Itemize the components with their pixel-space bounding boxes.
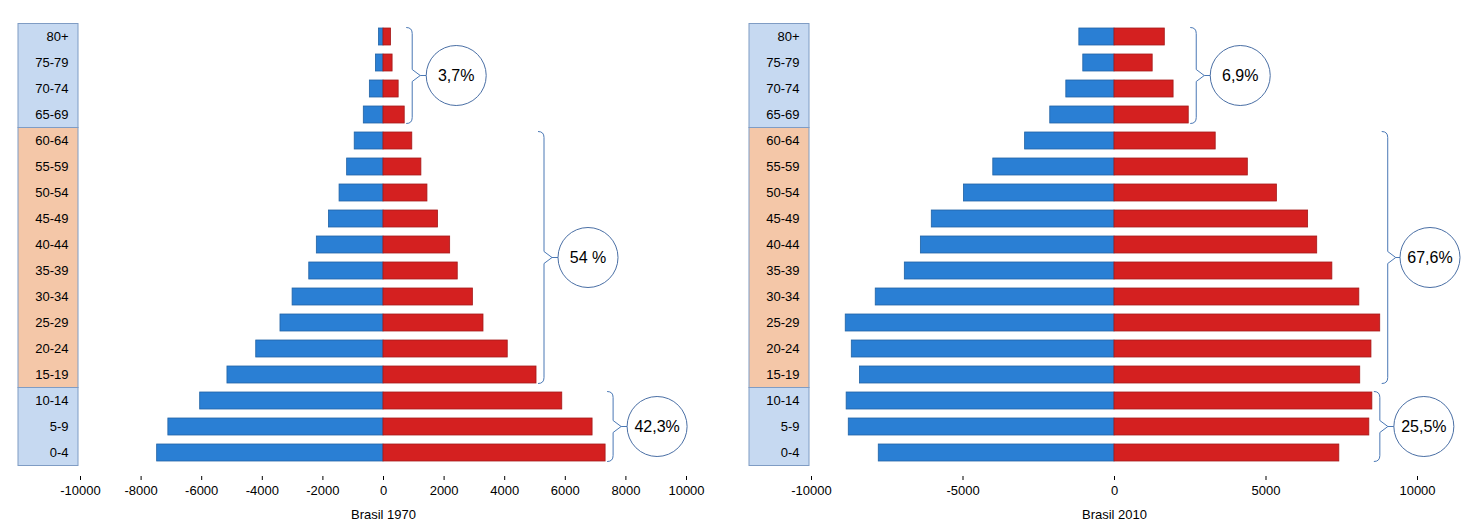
- svg-text:42,3%: 42,3%: [634, 418, 679, 435]
- svg-text:Brasil 2010: Brasil 2010: [1082, 507, 1147, 522]
- svg-text:35-39: 35-39: [35, 263, 68, 278]
- svg-text:Brasil 1970: Brasil 1970: [351, 507, 416, 522]
- svg-text:-5000: -5000: [946, 483, 979, 498]
- svg-text:6,9%: 6,9%: [1222, 67, 1258, 84]
- svg-text:35-39: 35-39: [766, 263, 799, 278]
- svg-text:-8000: -8000: [124, 483, 157, 498]
- svg-text:8000: 8000: [611, 483, 640, 498]
- svg-text:2000: 2000: [430, 483, 459, 498]
- svg-text:40-44: 40-44: [766, 237, 799, 252]
- svg-text:65-69: 65-69: [35, 107, 68, 122]
- svg-text:20-24: 20-24: [766, 341, 799, 356]
- svg-text:60-64: 60-64: [35, 133, 68, 148]
- svg-text:80+: 80+: [46, 29, 68, 44]
- svg-text:-6000: -6000: [185, 483, 218, 498]
- svg-text:70-74: 70-74: [35, 81, 68, 96]
- svg-text:5-9: 5-9: [50, 419, 69, 434]
- svg-text:10000: 10000: [1399, 483, 1435, 498]
- svg-text:55-59: 55-59: [35, 159, 68, 174]
- svg-text:10-14: 10-14: [35, 393, 68, 408]
- svg-text:-10000: -10000: [791, 483, 831, 498]
- svg-text:60-64: 60-64: [766, 133, 799, 148]
- svg-text:-4000: -4000: [246, 483, 279, 498]
- svg-text:5000: 5000: [1252, 483, 1281, 498]
- svg-text:-10000: -10000: [60, 483, 100, 498]
- svg-text:20-24: 20-24: [35, 341, 68, 356]
- svg-text:5-9: 5-9: [781, 419, 800, 434]
- svg-text:65-69: 65-69: [766, 107, 799, 122]
- svg-text:50-54: 50-54: [766, 185, 799, 200]
- svg-text:40-44: 40-44: [35, 237, 68, 252]
- svg-text:45-49: 45-49: [35, 211, 68, 226]
- svg-text:25-29: 25-29: [766, 315, 799, 330]
- svg-text:0: 0: [1111, 483, 1118, 498]
- svg-text:0: 0: [380, 483, 387, 498]
- svg-text:10-14: 10-14: [766, 393, 799, 408]
- svg-text:30-34: 30-34: [766, 289, 799, 304]
- svg-text:75-79: 75-79: [766, 55, 799, 70]
- svg-text:67,6%: 67,6%: [1407, 249, 1452, 266]
- svg-text:0-4: 0-4: [50, 445, 69, 460]
- svg-text:10000: 10000: [668, 483, 704, 498]
- svg-text:-2000: -2000: [306, 483, 339, 498]
- svg-text:50-54: 50-54: [35, 185, 68, 200]
- svg-text:30-34: 30-34: [35, 289, 68, 304]
- svg-text:15-19: 15-19: [35, 367, 68, 382]
- svg-text:4000: 4000: [490, 483, 519, 498]
- svg-text:25,5%: 25,5%: [1401, 418, 1446, 435]
- svg-text:45-49: 45-49: [766, 211, 799, 226]
- svg-text:0-4: 0-4: [781, 445, 800, 460]
- svg-text:15-19: 15-19: [766, 367, 799, 382]
- svg-text:80+: 80+: [777, 29, 799, 44]
- svg-text:6000: 6000: [551, 483, 580, 498]
- svg-text:54 %: 54 %: [570, 249, 606, 266]
- svg-text:70-74: 70-74: [766, 81, 799, 96]
- svg-text:3,7%: 3,7%: [438, 67, 474, 84]
- svg-text:75-79: 75-79: [35, 55, 68, 70]
- svg-text:25-29: 25-29: [35, 315, 68, 330]
- svg-text:55-59: 55-59: [766, 159, 799, 174]
